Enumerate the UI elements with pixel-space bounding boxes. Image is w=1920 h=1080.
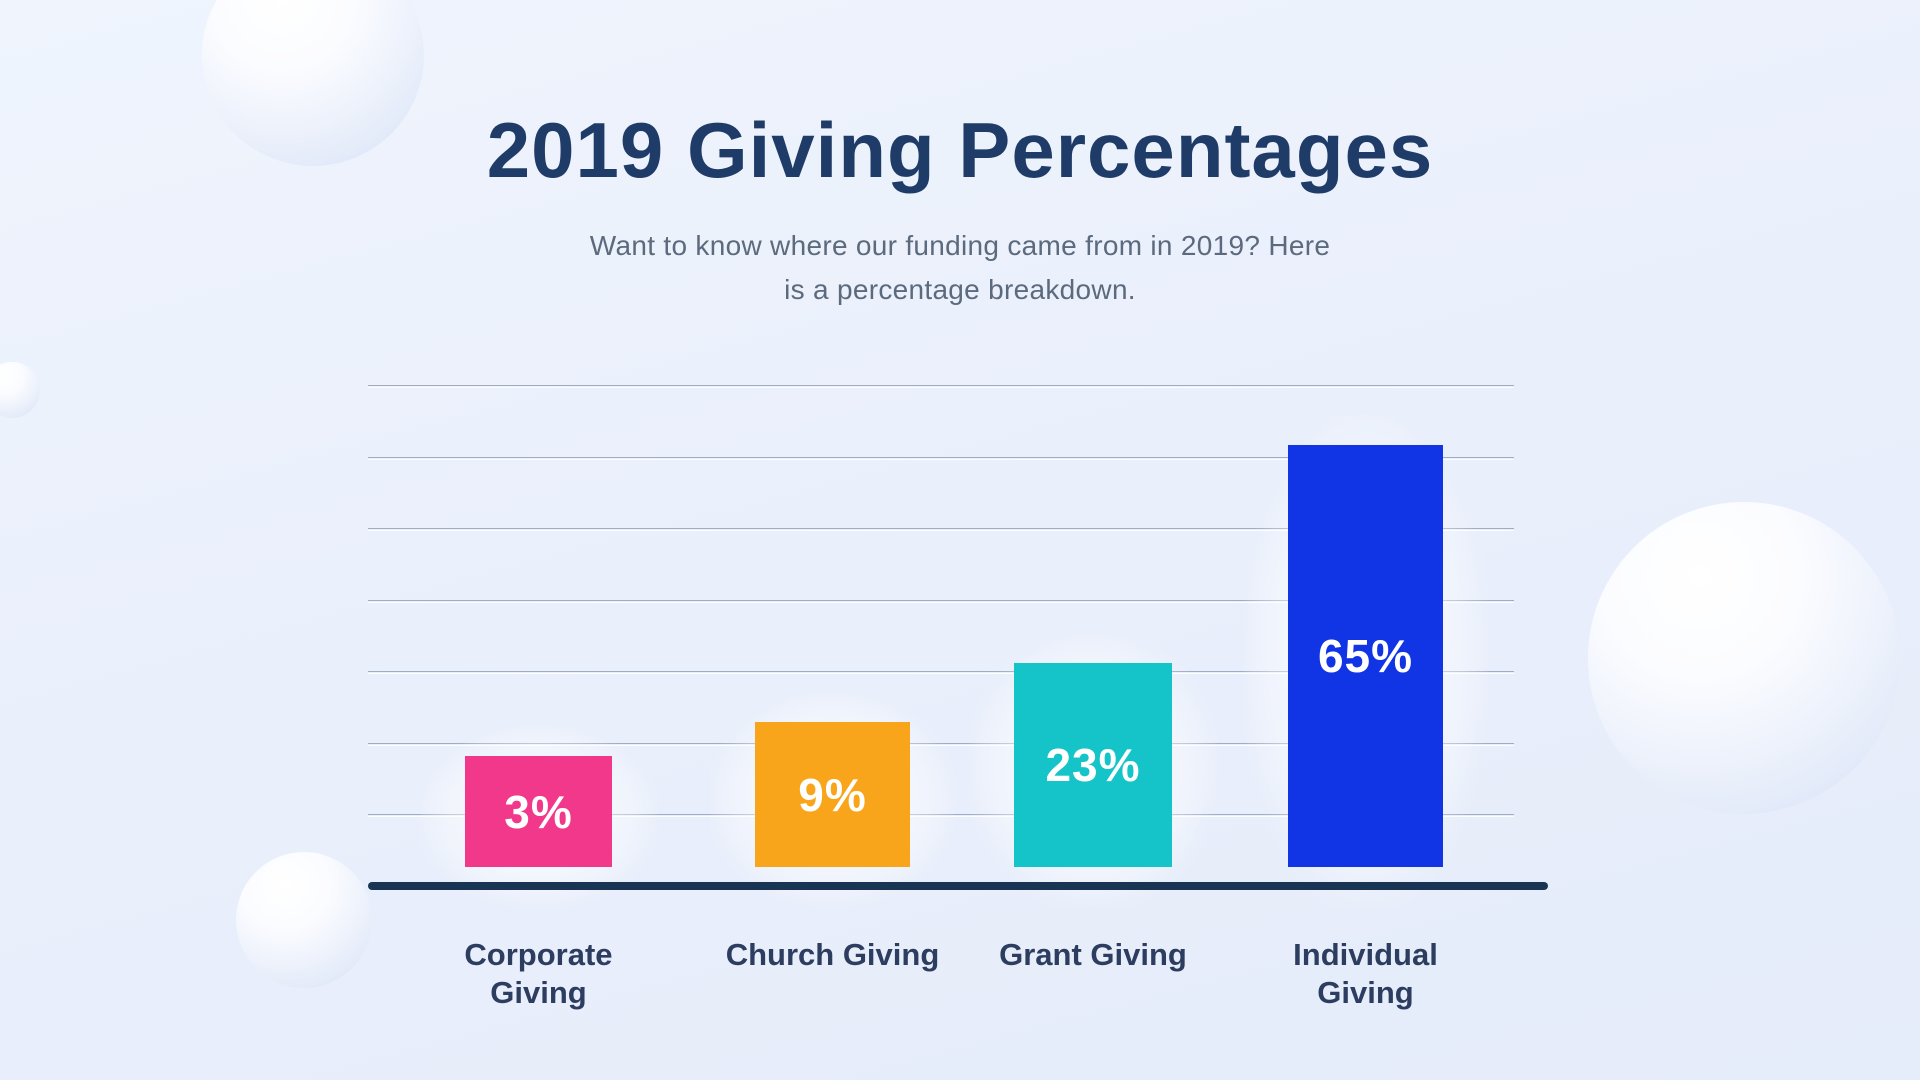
bar: 9% <box>755 722 910 867</box>
gridline <box>368 599 1514 601</box>
bar-category-label: Grant Giving <box>999 937 1187 972</box>
page-title: 2019 Giving Percentages <box>486 106 1434 194</box>
bar: 65% <box>1288 445 1443 867</box>
gridline <box>368 385 1514 386</box>
bar-value-label: 9% <box>798 768 867 821</box>
bar-category-label: Individual Giving <box>1293 937 1438 1010</box>
gridline <box>368 456 1514 458</box>
page-subtitle: Want to know where our funding came from… <box>0 224 1920 312</box>
bar-value-label: 23% <box>1045 739 1141 791</box>
decorative-sphere-bottom-left <box>236 852 372 988</box>
bar-category-label: Church Giving <box>725 937 940 972</box>
gridline <box>368 671 1514 672</box>
page-subtitle-line1: Want to know where our funding came from… <box>589 230 1331 261</box>
bar: 23% <box>1014 663 1172 867</box>
bar-value-label: 65% <box>1317 630 1414 682</box>
bar: 3% <box>465 756 612 867</box>
x-axis-line <box>368 882 1548 890</box>
bar-value-label: 3% <box>504 785 573 838</box>
page-subtitle-line2: is a percentage breakdown. <box>784 274 1136 305</box>
decorative-sphere-right <box>1588 502 1900 814</box>
gridline <box>368 528 1514 529</box>
bar-category-label: Corporate Giving <box>464 937 613 1010</box>
